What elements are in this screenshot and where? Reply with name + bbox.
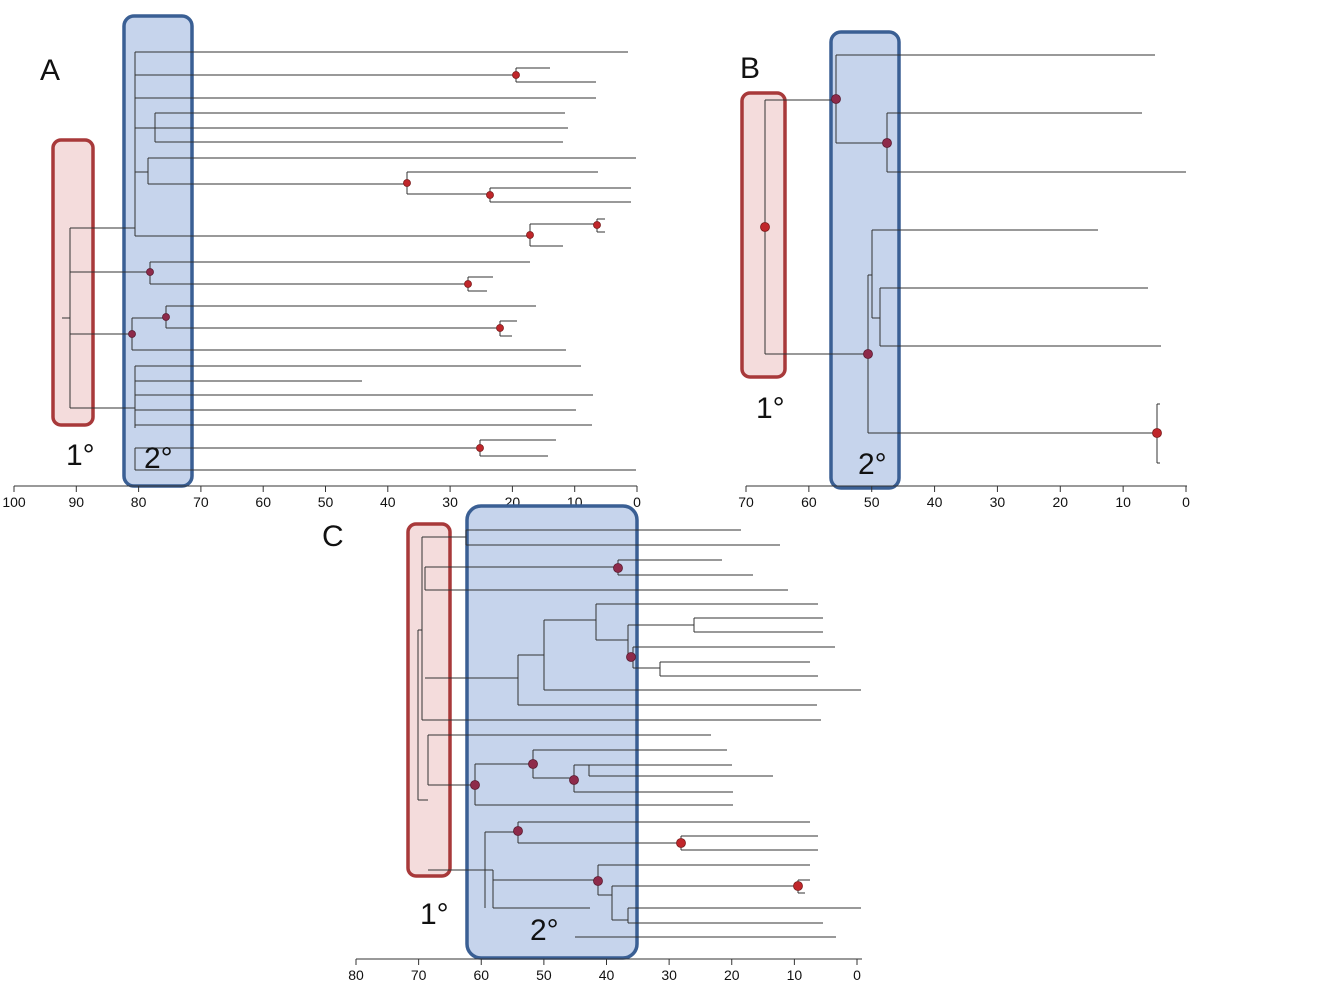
axis-tick-label: 0: [1182, 494, 1190, 510]
panel-b-axis: 70 60 50 40 30 20 10 0: [738, 485, 1190, 510]
panel-b-label: B: [740, 52, 760, 85]
panel-a-secondary-box: [122, 14, 194, 488]
panel-a-axis: 100 90 80 70 60 50 40 30 20 10 0: [2, 485, 641, 510]
axis-tick-label: 70: [193, 494, 209, 510]
axis-tick-label: 30: [990, 494, 1006, 510]
panel-b-primary-box: [740, 91, 787, 379]
axis-tick-label: 70: [738, 494, 754, 510]
axis-tick-label: 60: [801, 494, 817, 510]
panel-b-nodes: [760, 94, 1162, 438]
axis-tick-label: 10: [1115, 494, 1131, 510]
axis-tick-label: 50: [864, 494, 880, 510]
panel-c-secondary-box: [465, 504, 639, 960]
axis-tick-label: 40: [599, 967, 615, 981]
axis-tick-label: 40: [927, 494, 943, 510]
axis-tick-label: 50: [536, 967, 552, 981]
panel-c-nodes: [470, 563, 803, 891]
axis-tick-label: 10: [787, 967, 803, 981]
panel-c-label: C: [322, 520, 344, 553]
panel-b-tree: [764, 54, 1186, 464]
axis-tick-label: 20: [724, 967, 740, 981]
panel-a-nodes: [128, 71, 601, 452]
panel-a: A 1° 2° 100 90 80 70 60 50 40 30 20 10 0: [2, 14, 641, 510]
panel-b-secondary-box: [829, 30, 901, 490]
axis-tick-label: 70: [411, 967, 427, 981]
axis-tick-label: 60: [473, 967, 489, 981]
axis-tick-label: 0: [633, 494, 641, 510]
axis-tick-label: 20: [1052, 494, 1068, 510]
axis-tick-label: 100: [2, 494, 26, 510]
panel-a-label: A: [40, 54, 60, 87]
panel-c-axis: 80 70 60 50 40 30 20 10 0: [348, 958, 862, 981]
panel-c-primary-label: 1°: [420, 898, 449, 931]
axis-tick-label: 90: [69, 494, 85, 510]
panel-b: B 1° 2° 70 60 50 40 30 20 10 0: [738, 30, 1190, 510]
panel-c: C 1° 2° 80 70 60 50 40 30 20 10 0: [322, 504, 862, 981]
axis-tick-label: 50: [318, 494, 334, 510]
axis-tick-label: 0: [853, 967, 861, 981]
panel-a-primary-box: [51, 138, 95, 427]
axis-tick-label: 30: [661, 967, 677, 981]
panel-c-secondary-label: 2°: [530, 914, 559, 947]
panel-a-primary-label: 1°: [66, 439, 95, 472]
panel-b-primary-label: 1°: [756, 392, 785, 425]
axis-tick-label: 60: [255, 494, 271, 510]
panel-c-primary-box: [406, 522, 452, 878]
panel-b-secondary-label: 2°: [858, 448, 887, 481]
axis-tick-label: 30: [442, 494, 458, 510]
axis-tick-label: 80: [348, 967, 364, 981]
axis-tick-label: 40: [380, 494, 396, 510]
panel-a-secondary-label: 2°: [144, 442, 173, 475]
axis-tick-label: 80: [131, 494, 147, 510]
